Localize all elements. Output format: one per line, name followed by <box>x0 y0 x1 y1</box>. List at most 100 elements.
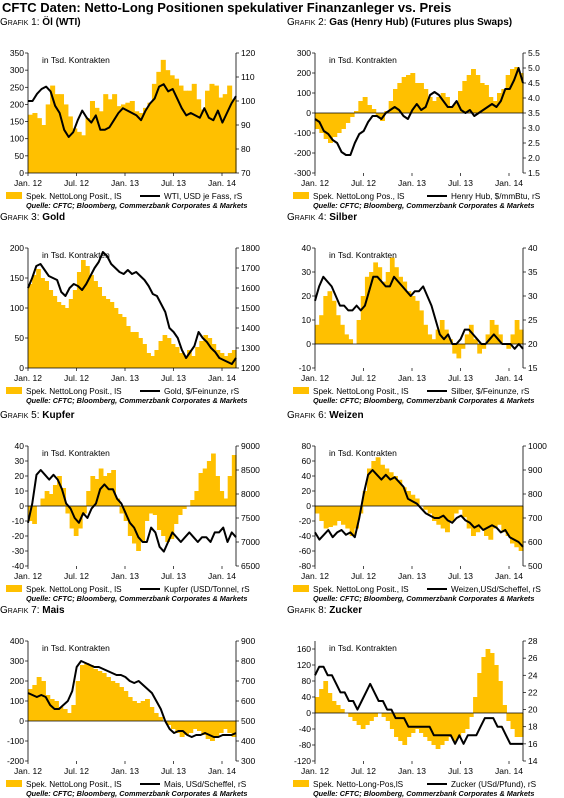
bar <box>477 673 482 713</box>
bar <box>406 291 412 344</box>
bar <box>505 506 511 536</box>
bar <box>32 275 37 368</box>
right-tick-label: 300 <box>241 756 255 766</box>
bar <box>410 713 416 733</box>
left-tick-label: -30 <box>12 546 25 556</box>
bar <box>138 338 143 368</box>
left-tick-label: 20 <box>302 486 312 496</box>
chart-number: Grafik 1: <box>0 17 40 28</box>
bar <box>385 272 391 344</box>
right-tick-label: 20 <box>528 705 538 715</box>
bar <box>112 94 118 173</box>
bar <box>498 681 503 713</box>
bar <box>493 665 499 713</box>
left-tick-label: 120 <box>297 660 311 670</box>
bar <box>331 701 337 713</box>
x-tick-label: Jan. 13 <box>398 178 426 188</box>
bar <box>171 721 176 729</box>
bar <box>120 104 126 173</box>
bar <box>492 506 498 529</box>
bar <box>132 506 137 544</box>
bar <box>344 334 349 344</box>
left-tick-label: 0 <box>19 501 24 511</box>
bar <box>48 494 54 506</box>
bar <box>63 104 69 173</box>
right-tick-label: 120 <box>241 48 255 58</box>
chart-name: Weizen <box>326 410 364 421</box>
bar <box>28 114 34 173</box>
bar <box>28 689 33 721</box>
x-tick-label: Jan. 12 <box>14 766 42 776</box>
right-tick-label: 900 <box>241 636 255 646</box>
bar <box>149 707 155 721</box>
bar <box>345 506 351 529</box>
bar <box>179 721 185 737</box>
x-tick-label: Jan. 13 <box>111 571 139 581</box>
chart-number: Grafik 2: <box>287 17 327 28</box>
bar <box>423 89 429 113</box>
bar <box>460 713 466 733</box>
chart-svg: -10 0 10 20 30 40 15 20 25 30 35 40 Jan. 12 Jul. 12 Ja… <box>293 243 538 396</box>
left-tick-label: -120 <box>294 756 311 766</box>
bar <box>56 302 62 368</box>
bar <box>110 681 116 721</box>
x-tick-label: Jan. 14 <box>495 373 523 383</box>
bar <box>93 669 98 721</box>
bar <box>410 296 416 344</box>
bar <box>127 506 133 536</box>
x-tick-label: Jul. 13 <box>448 373 473 383</box>
bar <box>223 498 229 506</box>
right-tick-label: 28 <box>528 636 538 646</box>
chart-name: Mais <box>39 605 65 616</box>
bar <box>449 506 455 521</box>
bar <box>332 113 338 137</box>
bar <box>360 296 366 344</box>
bar <box>435 329 441 344</box>
bar <box>175 721 181 733</box>
bar <box>202 468 208 506</box>
right-tick-label: 400 <box>241 736 255 746</box>
bar <box>178 353 184 368</box>
chart-number: Grafik 5: <box>0 410 40 421</box>
left-tick-label: -80 <box>299 740 312 750</box>
bar <box>393 476 398 506</box>
bar <box>384 468 390 506</box>
bar <box>158 341 164 368</box>
bar <box>468 713 474 717</box>
source-note: Quelle: CFTC; Bloomberg, Commerzbank Cor… <box>26 789 248 798</box>
bar <box>398 276 403 344</box>
bar <box>44 491 50 506</box>
bar <box>134 332 139 368</box>
bar <box>198 473 204 506</box>
unit-label: in Tsd. Kontrakten <box>42 448 110 458</box>
bar <box>52 485 58 506</box>
legend-bar-label: Spek. NettoLong Posit., lS <box>26 192 122 201</box>
chart-title: Grafik 3: Gold <box>0 212 65 223</box>
bar <box>356 713 362 725</box>
right-tick-label: 2.5 <box>528 138 540 148</box>
right-tick-label: 1200 <box>241 363 260 373</box>
right-tick-label: 80 <box>241 144 251 154</box>
bar <box>443 713 449 741</box>
bar <box>485 334 491 344</box>
right-tick-label: 1500 <box>241 303 260 313</box>
left-tick-label: 300 <box>297 48 311 58</box>
bar <box>40 278 45 368</box>
bar <box>371 461 377 506</box>
right-tick-label: 30 <box>528 291 538 301</box>
bar <box>510 713 516 729</box>
bar <box>435 713 441 749</box>
bar <box>339 709 345 713</box>
right-tick-label: 900 <box>528 465 542 475</box>
left-tick-label: 30 <box>302 267 312 277</box>
bar <box>215 350 221 368</box>
bar <box>514 320 520 344</box>
bar <box>156 71 162 173</box>
bar <box>464 334 470 344</box>
x-tick-label: Jan. 14 <box>208 571 236 581</box>
bar <box>132 701 137 721</box>
bar <box>166 721 172 725</box>
bar <box>129 332 135 368</box>
bar <box>165 506 171 542</box>
bar <box>81 135 87 173</box>
